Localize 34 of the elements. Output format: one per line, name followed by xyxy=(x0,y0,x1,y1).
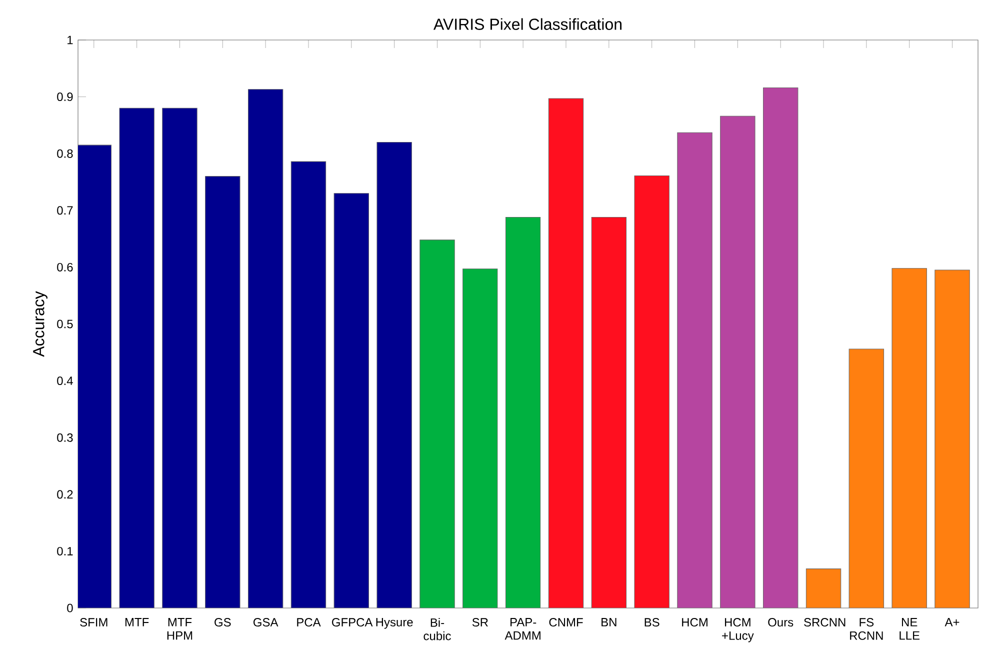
x-tick-label: BS xyxy=(644,618,660,627)
x-tick-label: NE LLE xyxy=(900,618,920,640)
y-tick-label: 0.7 xyxy=(57,206,73,215)
x-tick-label: Hysure xyxy=(376,618,413,629)
y-tick-label: 0 xyxy=(67,604,73,612)
x-tick-label: PAP-ADMM xyxy=(504,618,540,640)
y-tick-label: 0.5 xyxy=(57,320,73,328)
y-tick-label: 0.3 xyxy=(57,433,73,442)
x-tick-label: A+ xyxy=(944,618,960,626)
x-tick-label: MTF xyxy=(125,618,149,626)
y-tick-label: 1 xyxy=(68,36,73,44)
y-axis-title: Accuracy xyxy=(33,291,48,357)
y-tick-label: 0.2 xyxy=(57,490,73,499)
y-tick-label: 0.8 xyxy=(57,149,73,158)
x-tick-label: Bi-cubic xyxy=(424,618,451,640)
x-tick-label: CNMF xyxy=(549,618,583,627)
x-tick-label: BN xyxy=(602,618,616,626)
y-tick-label: 0.1 xyxy=(57,546,73,556)
y-tick-label: 0.9 xyxy=(57,92,73,102)
chart-title: AVIRIS Pixel Classification xyxy=(433,18,622,30)
x-tick-label: GSA xyxy=(253,618,278,627)
x-tick-label: GS xyxy=(214,618,231,627)
x-tick-label: FS RCNN xyxy=(850,618,883,640)
x-tick-label: HCM xyxy=(682,618,708,627)
y-tick-label: 0.6 xyxy=(57,262,73,272)
x-tick-label: MTF HPM xyxy=(167,618,192,640)
y-tick-label: 0.4 xyxy=(57,376,73,386)
x-tick-label: PCA xyxy=(297,618,321,627)
x-tick-label: HCM +Lucy xyxy=(722,618,754,642)
x-tick-label: GFPCA xyxy=(332,618,373,627)
x-tick-label: SR xyxy=(472,618,488,627)
x-tick-label: SRCNN xyxy=(804,618,846,627)
x-tick-label: Ours xyxy=(768,618,794,627)
x-tick-label: SFIM xyxy=(80,618,108,627)
